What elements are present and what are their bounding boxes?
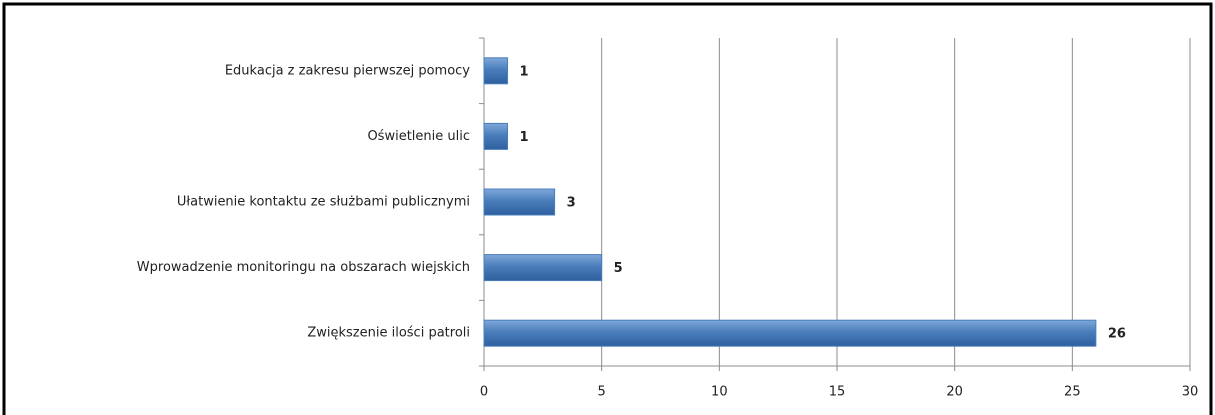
- x-tick-label: 25: [1064, 385, 1081, 400]
- value-label: 1: [520, 130, 529, 145]
- bar: [483, 57, 509, 85]
- bar: [483, 188, 556, 216]
- y-tick-label: Zwiększenie ilości patroli: [307, 326, 470, 341]
- bar: [483, 122, 509, 150]
- y-tick-label: Wprowadzenie monitoringu na obszarach wi…: [137, 260, 470, 275]
- y-tick-label: Edukacja z zakresu pierwszej pomocy: [225, 63, 470, 78]
- y-tick-label: Oświetlenie ulic: [367, 129, 470, 144]
- value-label: 26: [1108, 327, 1126, 342]
- bar: [483, 254, 603, 282]
- y-tick-label: Ułatwienie kontaktu ze służbami publiczn…: [177, 195, 470, 210]
- x-tick-label: 30: [1182, 385, 1199, 400]
- x-tick-label: 0: [480, 385, 488, 400]
- x-tick-label: 15: [829, 385, 846, 400]
- bar: [483, 319, 1097, 347]
- x-tick-label: 5: [598, 385, 606, 400]
- value-label: 3: [567, 196, 576, 211]
- value-label: 1: [520, 64, 529, 79]
- x-tick-label: 20: [946, 385, 963, 400]
- value-label: 5: [614, 261, 623, 276]
- x-tick-label: 10: [711, 385, 728, 400]
